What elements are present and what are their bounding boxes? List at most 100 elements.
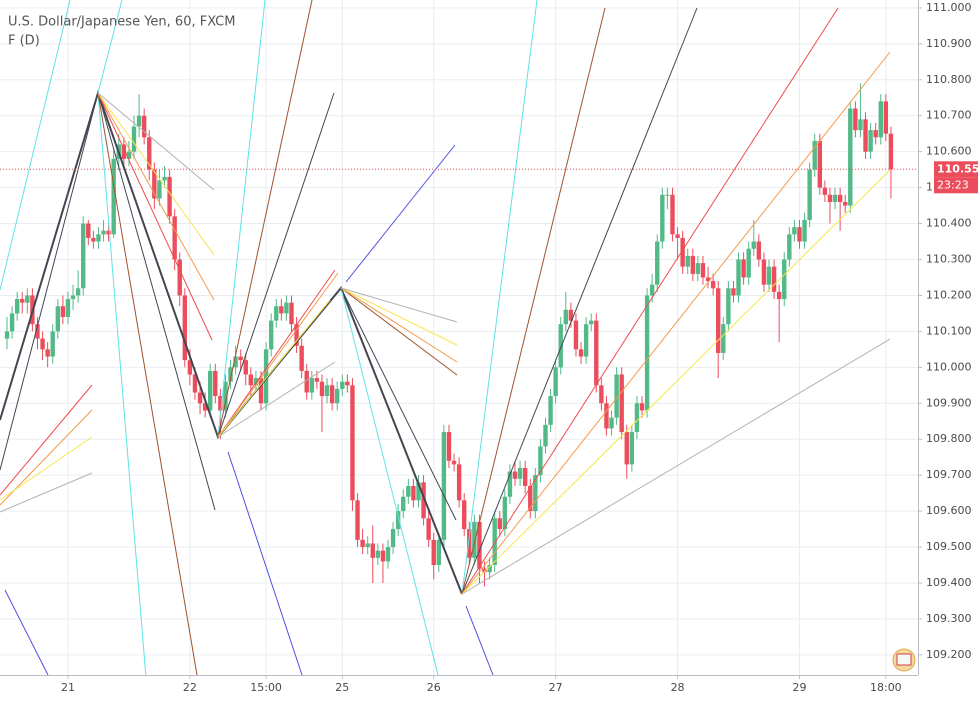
y-tick-label: 109.500: [926, 540, 972, 553]
candle-body: [528, 485, 533, 512]
fan-line: [461, 169, 891, 595]
candle-body: [817, 140, 823, 188]
candle-body: [329, 385, 335, 404]
last-price-label: 110.551: [937, 162, 978, 175]
y-tick-label: 109.700: [926, 468, 972, 481]
candle-body: [304, 370, 309, 393]
candle-body: [492, 518, 497, 566]
candle-body: [685, 255, 690, 267]
candle-body: [619, 374, 624, 433]
candle-body: [558, 324, 563, 368]
candle-body: [172, 216, 177, 260]
fan-line: [461, 0, 538, 595]
fan-line: [345, 144, 456, 283]
candle-body: [771, 266, 777, 292]
candle-body: [533, 475, 538, 512]
x-tick-label: 18:00: [870, 681, 902, 694]
candle-body: [517, 467, 523, 479]
candle-body: [741, 259, 746, 278]
candle-body: [462, 500, 467, 530]
candle-body: [81, 223, 86, 289]
candle-body: [228, 367, 233, 382]
candle-body: [406, 485, 411, 497]
candle-body: [177, 259, 182, 296]
candle-body: [883, 101, 889, 134]
fan-line: [461, 7, 698, 595]
candle-body: [812, 140, 817, 170]
candle-body: [634, 403, 640, 433]
candle-body: [578, 349, 584, 357]
candle-body: [670, 194, 675, 235]
candle-body: [289, 302, 294, 325]
candle-body: [482, 568, 487, 573]
x-tick-label: 28: [671, 681, 685, 694]
candle-body: [726, 288, 731, 325]
candle-body: [782, 259, 787, 300]
y-tick-label: 109.900: [926, 396, 972, 409]
candle-body: [690, 255, 696, 274]
fan-line: [465, 605, 494, 676]
candle-body: [355, 500, 360, 540]
y-tick-label: 111.000: [926, 1, 972, 14]
candle-body: [446, 432, 452, 461]
candle-body: [70, 295, 76, 300]
candle-body: [60, 306, 66, 318]
y-tick-label: 109.600: [926, 504, 972, 517]
candle-body: [736, 259, 741, 296]
candle-body: [827, 194, 833, 202]
countdown-tag: [934, 177, 978, 194]
candle-body: [218, 396, 223, 411]
y-tick-label: 110.300: [926, 253, 972, 266]
fan-line: [217, 0, 266, 438]
fan-line: [340, 287, 458, 346]
candle-body: [360, 539, 365, 548]
price-axis-bg: [918, 0, 978, 702]
candle-body: [660, 194, 665, 242]
candle-body: [548, 396, 553, 425]
candle-body: [497, 518, 502, 530]
candle-body: [345, 381, 350, 386]
candle-body: [675, 234, 680, 238]
x-tick-label: 27: [549, 681, 563, 694]
candle-body: [863, 119, 868, 152]
fan-line: [340, 287, 458, 323]
candle-body: [96, 234, 101, 242]
candle-body: [700, 263, 706, 278]
candle-body: [751, 241, 756, 249]
fan-line: [4, 589, 49, 676]
candle-body: [187, 360, 193, 375]
fan-line: [0, 0, 71, 291]
fan-line: [97, 92, 215, 301]
candle-body: [157, 180, 162, 199]
fan-line: [217, 361, 336, 438]
countdown-label: 23:23: [937, 178, 969, 191]
candle-body: [522, 467, 528, 486]
fan-line: [97, 92, 213, 341]
candle-body: [629, 432, 635, 465]
candle-body: [248, 374, 254, 386]
y-tick-label: 110.200: [926, 288, 972, 301]
candle-body: [721, 324, 726, 353]
candle-body: [9, 313, 15, 332]
candle-body: [868, 130, 873, 152]
candle-body: [401, 496, 406, 512]
candle-body: [314, 378, 320, 382]
candle-body: [878, 101, 883, 138]
candle-body: [380, 550, 386, 562]
candle-body: [25, 295, 30, 303]
candle-body: [411, 485, 416, 501]
candle-body: [695, 263, 701, 274]
candle-body: [807, 169, 812, 220]
candle-body: [50, 331, 55, 357]
candle-body: [91, 237, 96, 242]
candle-body: [365, 543, 370, 548]
candle-body: [563, 309, 569, 325]
y-tick-label: 109.400: [926, 576, 972, 589]
candle-body: [756, 241, 762, 260]
fan-line: [97, 92, 215, 256]
y-tick-label: 109.300: [926, 612, 972, 625]
candle-body: [370, 543, 375, 558]
candle-body: [106, 230, 111, 235]
axes: 109.200 109.300 109.400 109.500 109.600 109.7…: [61, 1, 978, 694]
